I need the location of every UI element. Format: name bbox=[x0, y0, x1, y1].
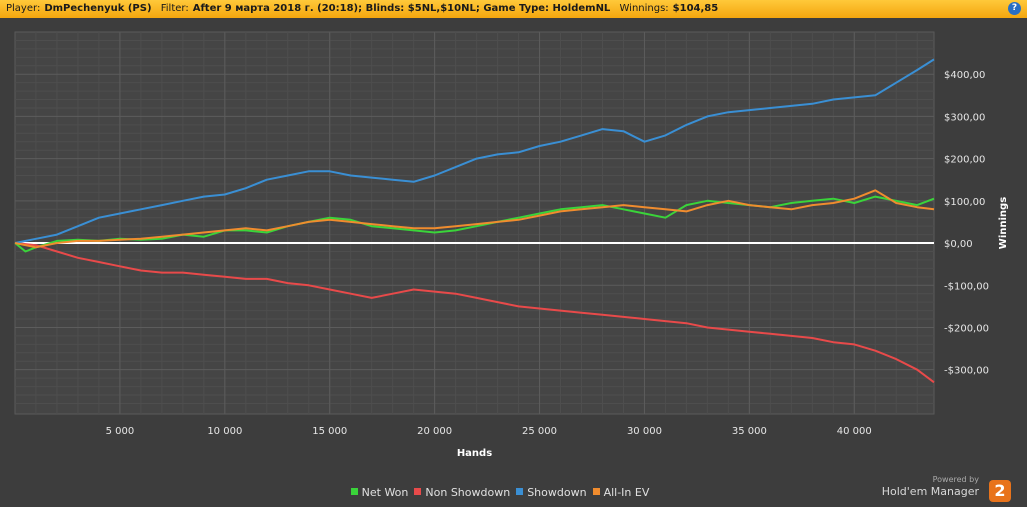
y-tick-label: -$100,00 bbox=[944, 281, 989, 292]
x-tick-label: 20 000 bbox=[417, 426, 452, 437]
y-axis-label: Winnings bbox=[998, 197, 1009, 249]
legend-label: Non Showdown bbox=[425, 486, 511, 499]
powered-by-text: Powered by bbox=[932, 475, 979, 484]
filter-value: After 9 марта 2018 г. (20:18); Blinds: $… bbox=[192, 3, 611, 14]
y-tick-label: $0,00 bbox=[944, 239, 973, 250]
x-tick-label: 10 000 bbox=[207, 426, 242, 437]
y-tick-label: $300,00 bbox=[944, 112, 985, 123]
series-line-all-in-ev bbox=[14, 189, 935, 249]
report-header: Player: DmPechenyuk (PS) Filter: After 9 м… bbox=[0, 0, 1027, 18]
question-icon[interactable]: ? bbox=[1008, 2, 1021, 15]
legend-label: Net Won bbox=[361, 486, 409, 499]
y-tick-label: $100,00 bbox=[944, 197, 985, 208]
legend-label: All-In EV bbox=[603, 486, 650, 499]
x-tick-label: 35 000 bbox=[732, 426, 767, 437]
y-tick-label: -$300,00 bbox=[944, 366, 989, 377]
filter-label: Filter: bbox=[160, 3, 189, 14]
player-value: DmPechenyuk (PS) bbox=[44, 3, 152, 14]
winnings-value: $104,85 bbox=[672, 3, 719, 14]
y-tick-label: $400,00 bbox=[944, 70, 985, 81]
y-tick-label: -$200,00 bbox=[944, 323, 989, 334]
x-tick-label: 30 000 bbox=[627, 426, 662, 437]
legend-item: Non Showdown bbox=[414, 486, 510, 499]
x-tick-label: 15 000 bbox=[312, 426, 347, 437]
x-tick-label: 5 000 bbox=[106, 426, 135, 437]
y-tick-label: $200,00 bbox=[944, 155, 985, 166]
hm2-logo: 2 bbox=[989, 480, 1011, 502]
winnings-label: Winnings: bbox=[619, 3, 669, 14]
legend-item: Showdown bbox=[516, 486, 587, 499]
series-line-showdown bbox=[14, 58, 935, 244]
hm2-branding: Powered by Hold'em Manager 2 bbox=[877, 475, 1017, 505]
x-tick-label: 25 000 bbox=[522, 426, 557, 437]
brand-name: Hold'em Manager bbox=[881, 485, 979, 498]
legend-swatch bbox=[516, 488, 524, 495]
legend-swatch bbox=[414, 488, 422, 495]
winnings-chart: 5 000 10 000 15 000 20 000 25 000 30 000 35 00… bbox=[14, 31, 1009, 459]
series-line-net-won bbox=[14, 195, 935, 253]
series-line-non-showdown bbox=[14, 242, 935, 384]
legend-swatch bbox=[350, 488, 358, 495]
legend-swatch bbox=[592, 488, 600, 495]
legend-item: Net Won bbox=[350, 486, 409, 499]
chart-legend: Net Won Non Showdown Showdown All-In EV bbox=[0, 486, 1000, 499]
legend-item: All-In EV bbox=[592, 486, 650, 499]
player-label: Player: bbox=[6, 3, 41, 14]
legend-label: Showdown bbox=[527, 486, 587, 499]
plot-area bbox=[14, 31, 935, 415]
x-tick-label: 40 000 bbox=[837, 426, 872, 437]
x-axis-label: Hands bbox=[457, 448, 492, 459]
